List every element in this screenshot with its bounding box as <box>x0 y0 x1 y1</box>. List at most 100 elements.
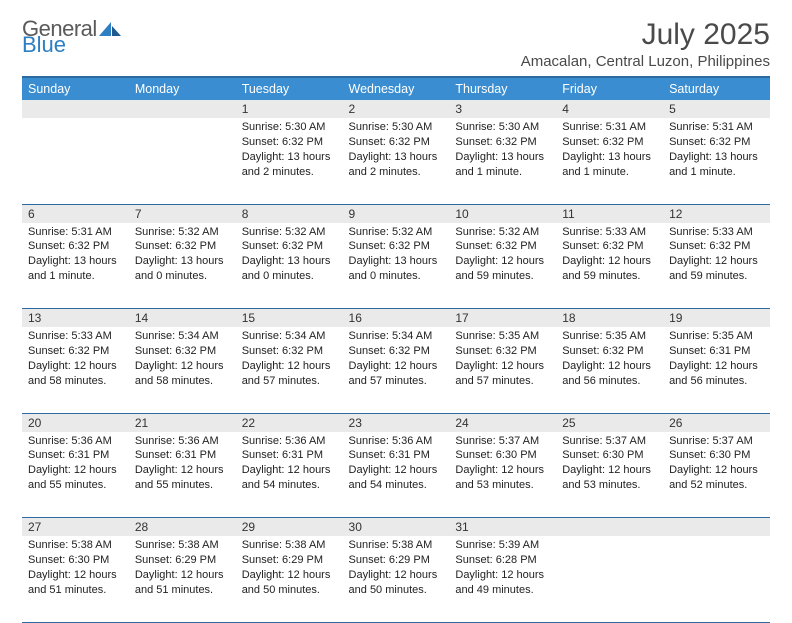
sunset-line: Sunset: 6:31 PM <box>242 448 337 463</box>
calendar-day-cell: Sunrise: 5:38 AMSunset: 6:29 PMDaylight:… <box>236 536 343 622</box>
calendar-day-cell: Sunrise: 5:35 AMSunset: 6:32 PMDaylight:… <box>449 327 556 413</box>
calendar-day-cell: Sunrise: 5:37 AMSunset: 6:30 PMDaylight:… <box>449 432 556 518</box>
day-number-cell: 6 <box>22 204 129 223</box>
day-number-row: 6789101112 <box>22 204 770 223</box>
calendar-day-cell: Sunrise: 5:37 AMSunset: 6:30 PMDaylight:… <box>663 432 770 518</box>
day-number: 2 <box>349 102 356 116</box>
day-number: 3 <box>455 102 462 116</box>
day-number: 27 <box>28 520 41 534</box>
day-number: 30 <box>349 520 362 534</box>
daylight-line: Daylight: 12 hours and 58 minutes. <box>28 359 123 389</box>
calendar-day-cell <box>663 536 770 622</box>
sunrise-line: Sunrise: 5:35 AM <box>455 329 550 344</box>
weekday-header: Saturday <box>663 77 770 100</box>
daylight-line: Daylight: 12 hours and 59 minutes. <box>455 254 550 284</box>
day-number-cell: 12 <box>663 204 770 223</box>
day-details: Sunrise: 5:37 AMSunset: 6:30 PMDaylight:… <box>449 432 556 499</box>
calendar-day-cell: Sunrise: 5:31 AMSunset: 6:32 PMDaylight:… <box>22 223 129 309</box>
day-number-cell <box>556 518 663 537</box>
day-details: Sunrise: 5:36 AMSunset: 6:31 PMDaylight:… <box>236 432 343 499</box>
calendar-day-cell: Sunrise: 5:34 AMSunset: 6:32 PMDaylight:… <box>236 327 343 413</box>
sunrise-line: Sunrise: 5:35 AM <box>669 329 764 344</box>
daylight-line: Daylight: 12 hours and 57 minutes. <box>349 359 444 389</box>
day-number: 22 <box>242 416 255 430</box>
sunrise-line: Sunrise: 5:37 AM <box>562 434 657 449</box>
daylight-line: Daylight: 13 hours and 0 minutes. <box>135 254 230 284</box>
sunset-line: Sunset: 6:32 PM <box>669 135 764 150</box>
daylight-line: Daylight: 12 hours and 58 minutes. <box>135 359 230 389</box>
sunrise-line: Sunrise: 5:38 AM <box>349 538 444 553</box>
day-details: Sunrise: 5:35 AMSunset: 6:31 PMDaylight:… <box>663 327 770 394</box>
day-number: 17 <box>455 311 468 325</box>
day-number: 16 <box>349 311 362 325</box>
day-number-cell: 16 <box>343 309 450 328</box>
day-details: Sunrise: 5:34 AMSunset: 6:32 PMDaylight:… <box>343 327 450 394</box>
day-number-cell: 22 <box>236 413 343 432</box>
daylight-line: Daylight: 12 hours and 50 minutes. <box>242 568 337 598</box>
day-number-cell: 30 <box>343 518 450 537</box>
calendar-day-cell: Sunrise: 5:36 AMSunset: 6:31 PMDaylight:… <box>22 432 129 518</box>
sunrise-line: Sunrise: 5:38 AM <box>135 538 230 553</box>
day-details: Sunrise: 5:33 AMSunset: 6:32 PMDaylight:… <box>556 223 663 290</box>
day-details: Sunrise: 5:36 AMSunset: 6:31 PMDaylight:… <box>129 432 236 499</box>
sunrise-line: Sunrise: 5:30 AM <box>349 120 444 135</box>
day-number-cell: 13 <box>22 309 129 328</box>
sunset-line: Sunset: 6:32 PM <box>135 239 230 254</box>
calendar-day-cell: Sunrise: 5:33 AMSunset: 6:32 PMDaylight:… <box>22 327 129 413</box>
weekday-header: Tuesday <box>236 77 343 100</box>
day-number-cell: 26 <box>663 413 770 432</box>
day-details: Sunrise: 5:33 AMSunset: 6:32 PMDaylight:… <box>663 223 770 290</box>
day-details: Sunrise: 5:38 AMSunset: 6:29 PMDaylight:… <box>343 536 450 603</box>
sunrise-line: Sunrise: 5:37 AM <box>669 434 764 449</box>
day-details: Sunrise: 5:31 AMSunset: 6:32 PMDaylight:… <box>556 118 663 185</box>
sunset-line: Sunset: 6:30 PM <box>455 448 550 463</box>
day-details: Sunrise: 5:38 AMSunset: 6:30 PMDaylight:… <box>22 536 129 603</box>
day-details: Sunrise: 5:37 AMSunset: 6:30 PMDaylight:… <box>663 432 770 499</box>
day-number: 24 <box>455 416 468 430</box>
day-number-row: 2728293031 <box>22 518 770 537</box>
sunrise-line: Sunrise: 5:32 AM <box>242 225 337 240</box>
day-number-cell <box>22 100 129 118</box>
day-number-row: 13141516171819 <box>22 309 770 328</box>
day-number: 9 <box>349 207 356 221</box>
daylight-line: Daylight: 12 hours and 59 minutes. <box>669 254 764 284</box>
sunset-line: Sunset: 6:29 PM <box>349 553 444 568</box>
daylight-line: Daylight: 12 hours and 59 minutes. <box>562 254 657 284</box>
sunset-line: Sunset: 6:31 PM <box>135 448 230 463</box>
calendar-day-cell: Sunrise: 5:38 AMSunset: 6:30 PMDaylight:… <box>22 536 129 622</box>
day-number: 26 <box>669 416 682 430</box>
sunrise-line: Sunrise: 5:32 AM <box>455 225 550 240</box>
day-details: Sunrise: 5:30 AMSunset: 6:32 PMDaylight:… <box>343 118 450 185</box>
title-block: July 2025 Amacalan, Central Luzon, Phili… <box>521 18 770 70</box>
daylight-line: Daylight: 12 hours and 56 minutes. <box>669 359 764 389</box>
day-number-cell: 3 <box>449 100 556 118</box>
calendar-day-cell: Sunrise: 5:36 AMSunset: 6:31 PMDaylight:… <box>343 432 450 518</box>
month-title: July 2025 <box>521 18 770 51</box>
day-details: Sunrise: 5:38 AMSunset: 6:29 PMDaylight:… <box>129 536 236 603</box>
day-details: Sunrise: 5:32 AMSunset: 6:32 PMDaylight:… <box>129 223 236 290</box>
day-number-cell: 4 <box>556 100 663 118</box>
sunrise-line: Sunrise: 5:36 AM <box>28 434 123 449</box>
sunrise-line: Sunrise: 5:37 AM <box>455 434 550 449</box>
daylight-line: Daylight: 13 hours and 2 minutes. <box>349 150 444 180</box>
calendar-table: SundayMondayTuesdayWednesdayThursdayFrid… <box>22 76 770 623</box>
daylight-line: Daylight: 12 hours and 57 minutes. <box>455 359 550 389</box>
day-number: 20 <box>28 416 41 430</box>
sunset-line: Sunset: 6:32 PM <box>28 239 123 254</box>
day-details: Sunrise: 5:32 AMSunset: 6:32 PMDaylight:… <box>343 223 450 290</box>
day-number-cell: 24 <box>449 413 556 432</box>
day-number-cell: 1 <box>236 100 343 118</box>
day-details: Sunrise: 5:34 AMSunset: 6:32 PMDaylight:… <box>129 327 236 394</box>
sunset-line: Sunset: 6:30 PM <box>562 448 657 463</box>
sunset-line: Sunset: 6:32 PM <box>135 344 230 359</box>
sunrise-line: Sunrise: 5:36 AM <box>242 434 337 449</box>
day-number-cell: 7 <box>129 204 236 223</box>
daylight-line: Daylight: 13 hours and 1 minute. <box>455 150 550 180</box>
calendar-day-cell: Sunrise: 5:30 AMSunset: 6:32 PMDaylight:… <box>343 118 450 204</box>
calendar-day-cell: Sunrise: 5:32 AMSunset: 6:32 PMDaylight:… <box>343 223 450 309</box>
day-details: Sunrise: 5:33 AMSunset: 6:32 PMDaylight:… <box>22 327 129 394</box>
sunrise-line: Sunrise: 5:38 AM <box>242 538 337 553</box>
sunrise-line: Sunrise: 5:30 AM <box>242 120 337 135</box>
day-number: 19 <box>669 311 682 325</box>
day-details: Sunrise: 5:38 AMSunset: 6:29 PMDaylight:… <box>236 536 343 603</box>
